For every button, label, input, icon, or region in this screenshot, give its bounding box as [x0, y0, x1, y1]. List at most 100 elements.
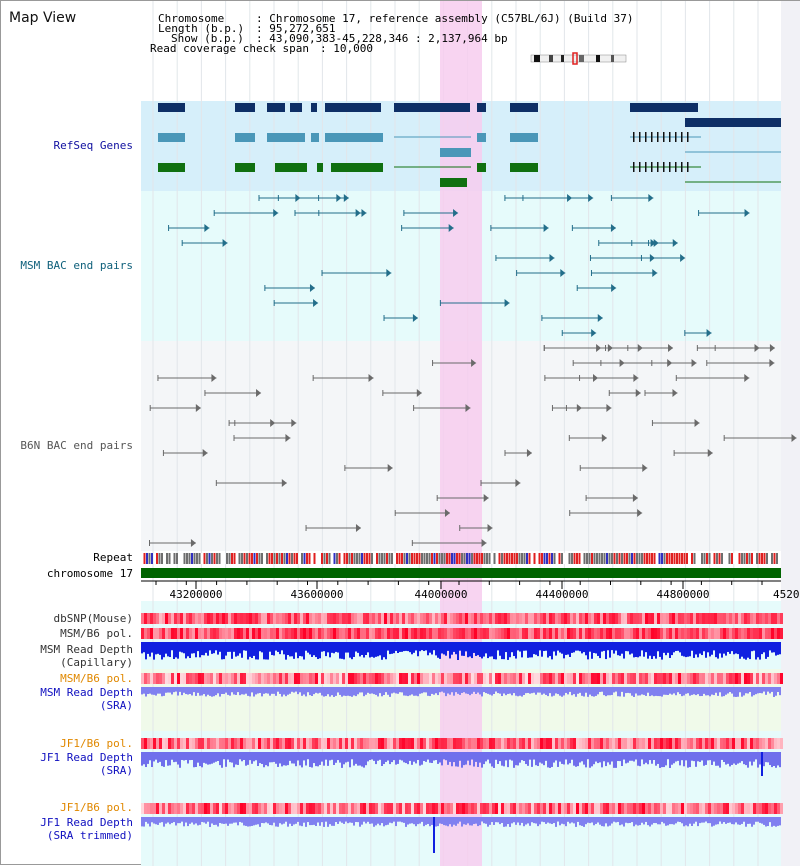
read-depth-bar [477, 817, 479, 827]
pol-heat-cell [423, 613, 426, 624]
repeat-mark [506, 553, 508, 564]
read-depth-bar [599, 687, 601, 692]
read-depth-bar [651, 817, 653, 825]
read-depth-bar [267, 752, 269, 767]
repeat-mark [516, 553, 518, 564]
track-label-msm-depth-cap[interactable]: MSM Read Depth [40, 643, 133, 656]
read-depth-bar [501, 817, 503, 823]
pol-heat-cell [639, 803, 642, 814]
read-depth-bar [271, 687, 273, 694]
read-depth-bar [343, 752, 345, 765]
read-depth-bar [223, 752, 225, 760]
bac-pair-arrow [619, 359, 625, 367]
track-label-jf1-pol[interactable]: JF1/B6 pol. [60, 737, 133, 750]
pol-heat-cell [390, 628, 393, 639]
read-depth-bar [581, 817, 583, 826]
repeat-mark [388, 553, 391, 564]
pol-heat-cell [357, 803, 360, 814]
read-depth-bar [529, 687, 531, 694]
track-label-refseq[interactable]: RefSeq Genes [53, 139, 133, 152]
bac-pair-arrow [487, 524, 493, 532]
track-label-jf1-pol-2[interactable]: JF1/B6 pol. [60, 801, 133, 814]
read-depth-bar [613, 687, 615, 693]
repeat-mark [311, 553, 313, 564]
track-label-dbsnp[interactable]: dbSNP(Mouse) [53, 612, 133, 625]
pol-heat-cell [519, 738, 522, 749]
read-depth-bar [449, 642, 451, 659]
pol-heat-cell [579, 613, 582, 624]
read-depth-bar [769, 687, 771, 694]
pol-heat-cell [588, 673, 591, 684]
pol-heat-cell [780, 738, 783, 749]
bac-pair-arrow [471, 359, 477, 367]
pol-heat-cell [732, 803, 735, 814]
read-depth-bar [299, 817, 301, 826]
pol-heat-cell [567, 613, 570, 624]
repeat-mark [213, 553, 216, 564]
pol-heat-cell [579, 803, 582, 814]
read-depth-bar [319, 687, 321, 693]
read-depth-bar [377, 752, 379, 761]
track-label-jf1-depth[interactable]: JF1 Read Depth [40, 751, 133, 764]
pol-heat-cell [279, 613, 282, 624]
read-depth-bar [775, 642, 777, 656]
repeat-mark [308, 553, 311, 564]
read-depth-bar [631, 687, 633, 696]
pol-heat-cell [456, 803, 459, 814]
track-label-msm-pol[interactable]: MSM/B6 pol. [60, 627, 133, 640]
repeat-mark [553, 553, 556, 564]
pol-heat-cell [471, 628, 474, 639]
repeat-mark [356, 553, 358, 564]
track-label-msm-bac[interactable]: MSM BAC end pairs [20, 259, 133, 272]
read-depth-bar [461, 642, 463, 656]
read-depth-bar [489, 752, 491, 764]
read-depth-bar [473, 687, 475, 692]
read-depth-bar [191, 642, 193, 654]
read-depth-bar [655, 687, 657, 696]
pol-heat-cell [429, 628, 432, 639]
track-label-jf1-trim[interactable]: JF1 Read Depth [40, 816, 133, 829]
read-depth-bar [167, 642, 169, 657]
bac-pair-arrow [336, 194, 342, 202]
read-depth-bar [423, 642, 425, 652]
pol-heat-cell [324, 673, 327, 684]
read-depth-bar [383, 687, 385, 695]
read-depth-bar [481, 642, 483, 659]
pol-heat-cell [444, 673, 447, 684]
read-depth-bar [605, 642, 607, 660]
track-label-repeat[interactable]: Repeat [93, 551, 133, 564]
gene-exon [394, 103, 470, 112]
read-depth-bar [693, 752, 695, 762]
repeat-mark [743, 553, 746, 564]
read-depth-bar [653, 817, 655, 824]
track-label-msm-depth-sra[interactable]: MSM Read Depth [40, 686, 133, 699]
pol-heat-cell [744, 738, 747, 749]
track-label-chromosome[interactable]: chromosome 17 [46, 567, 133, 580]
pol-heat-cell [213, 613, 216, 624]
read-depth-bar [397, 642, 399, 654]
pol-heat-cell [411, 803, 414, 814]
read-depth-bar [263, 687, 265, 694]
read-depth-bar [243, 642, 245, 651]
pol-heat-cell [678, 613, 681, 624]
pol-heat-cell [315, 673, 318, 684]
read-depth-bar [669, 642, 671, 658]
read-depth-bar [439, 687, 441, 693]
track-label-msm-pol-2[interactable]: MSM/B6 pol. [60, 672, 133, 685]
read-depth-bar [689, 687, 691, 696]
read-depth-bar [357, 817, 359, 823]
pol-heat-cell [345, 613, 348, 624]
read-depth-bar [467, 687, 469, 694]
read-depth-bar [461, 752, 463, 768]
chromosome-value: : Chromosome 17, reference assembly (C57… [256, 12, 634, 25]
pol-heat-cell [648, 628, 651, 639]
pol-heat-cell [402, 673, 405, 684]
read-depth-bar [381, 752, 383, 766]
pol-heat-cell [615, 673, 618, 684]
pol-heat-cell [651, 613, 654, 624]
read-depth-bar [361, 687, 363, 693]
repeat-mark [163, 553, 166, 564]
track-label-b6n-bac[interactable]: B6N BAC end pairs [20, 439, 133, 452]
pol-heat-cell [756, 738, 759, 749]
